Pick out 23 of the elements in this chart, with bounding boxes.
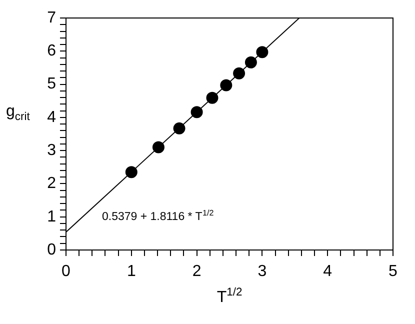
y-tick-label: 6 xyxy=(47,42,56,60)
point xyxy=(206,92,218,104)
y-tick-label: 4 xyxy=(47,108,56,126)
point xyxy=(190,106,203,118)
point xyxy=(233,67,246,80)
point xyxy=(244,56,257,68)
x-tick-label: 0 xyxy=(62,263,71,280)
point xyxy=(256,46,268,58)
point xyxy=(152,141,164,154)
y-tick-label: 2 xyxy=(47,175,56,192)
y-tick-label: 7 xyxy=(47,9,56,26)
y-tick-label: 1 xyxy=(47,208,56,226)
x-tick-label: 4 xyxy=(323,263,332,280)
y-tick-label: 0 xyxy=(47,241,56,258)
y-tick-label: 3 xyxy=(47,142,56,159)
x-tick-label: 2 xyxy=(192,263,202,280)
y-tick-label: 5 xyxy=(47,76,56,93)
point xyxy=(220,79,232,92)
x-tick-label: 3 xyxy=(258,263,267,280)
x-tick-label: 5 xyxy=(388,263,398,280)
point xyxy=(173,122,186,134)
point xyxy=(125,166,138,178)
x-tick-label: 1 xyxy=(126,263,136,280)
